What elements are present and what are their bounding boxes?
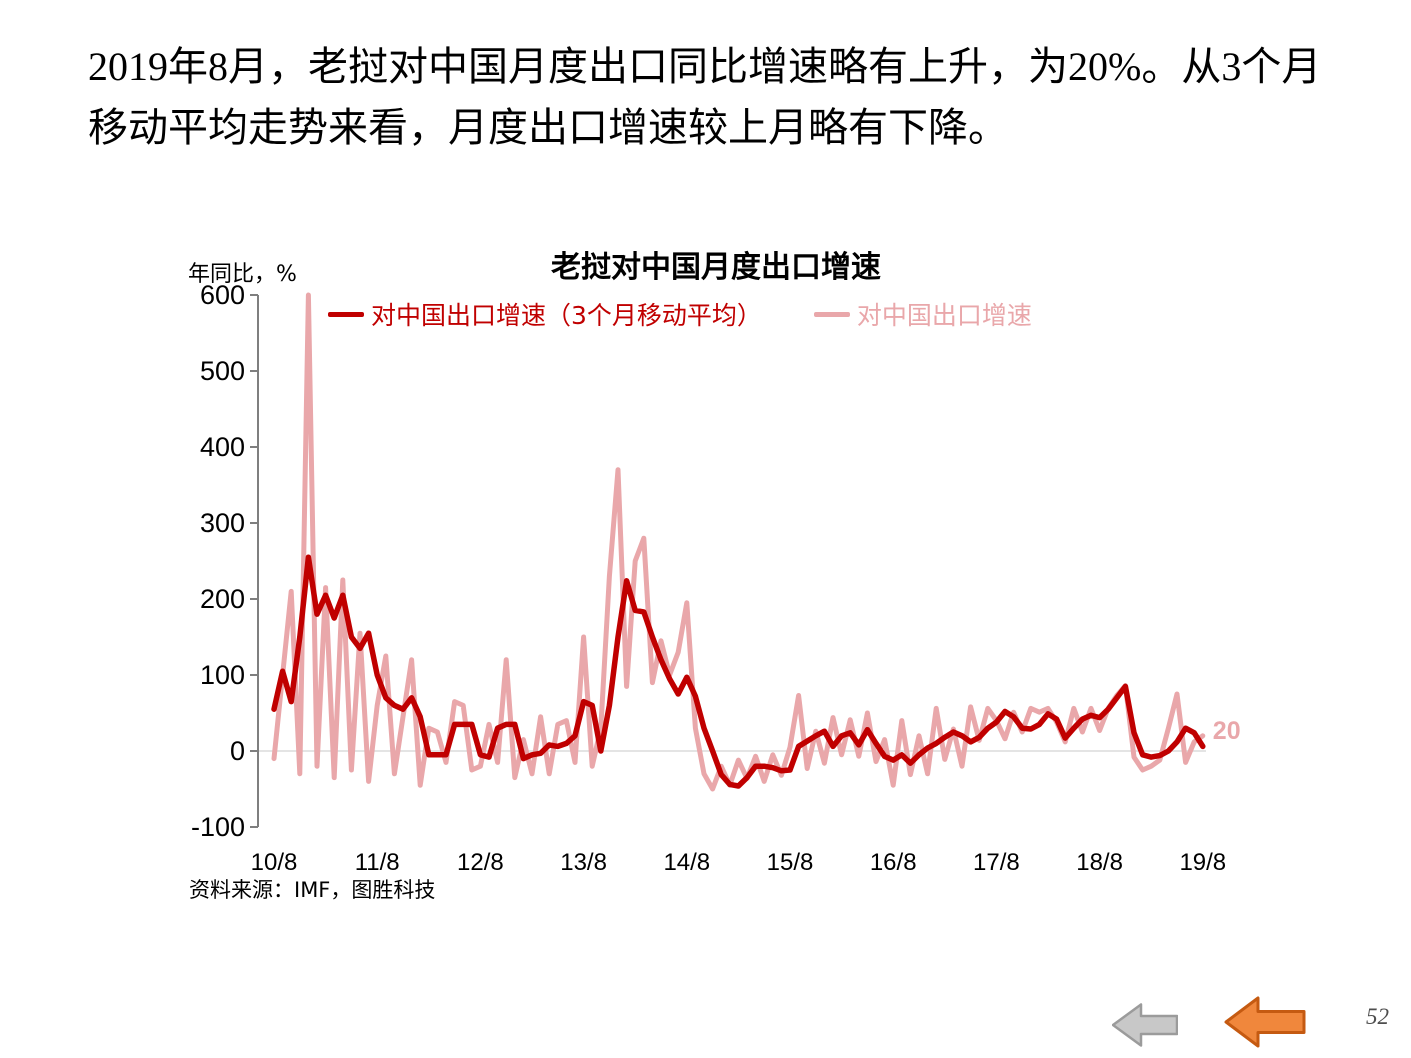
x-tick-label: 15/8	[767, 849, 814, 876]
x-tick-label: 19/8	[1179, 849, 1226, 876]
headline: 2019年8月，老挝对中国月度出口同比增速略有上升，为20%。从3个月 移动平均…	[88, 36, 1348, 158]
y-tick-label: 400	[200, 432, 245, 462]
headline-line-1: 2019年8月，老挝对中国月度出口同比增速略有上升，为20%。从3个月	[88, 44, 1322, 89]
chart-legend: 对中国出口增速（3个月移动平均） 对中国出口增速	[328, 296, 1032, 332]
export-growth-chart: 老挝对中国月度出口增速 年同比，% 对中国出口增速（3个月移动平均） 对中国出口…	[186, 240, 1276, 920]
ma-line	[271, 554, 1206, 789]
legend-label-monthly: 对中国出口增速	[856, 301, 1032, 330]
y-tick-label: 600	[200, 280, 245, 310]
chart-title: 老挝对中国月度出口增速	[551, 250, 881, 285]
headline-line-2: 移动平均走势来看，月度出口增速较上月略有下降。	[88, 105, 1008, 150]
x-tick-label: 11/8	[355, 849, 400, 876]
legend-swatch-ma	[328, 311, 364, 317]
y-tick-label: 200	[200, 584, 245, 614]
left-arrow-icon	[1112, 1003, 1178, 1047]
end-value-label: 20	[1213, 717, 1241, 745]
monthly-line	[271, 292, 1206, 792]
nav-back-button-gray[interactable]	[1112, 1003, 1178, 1047]
y-tick-label: 300	[200, 508, 245, 538]
source-note: 资料来源：IMF，图胜科技	[189, 878, 436, 902]
x-tick-label: 14/8	[663, 849, 710, 876]
y-tick-label: 100	[200, 660, 245, 690]
x-tick-label: 17/8	[973, 849, 1020, 876]
y-tick-label: 500	[200, 356, 245, 386]
y-axis-unit-label: 年同比，%	[188, 262, 297, 287]
y-tick-label: -100	[191, 812, 245, 842]
left-arrow-icon	[1224, 996, 1306, 1048]
y-tick-label: 0	[230, 736, 245, 766]
page-number: 52	[1366, 1004, 1389, 1029]
x-tick-label: 16/8	[870, 849, 917, 876]
x-tick-label: 13/8	[560, 849, 607, 876]
legend-item-ma: 对中国出口增速（3个月移动平均）	[328, 296, 762, 332]
x-tick-label: 18/8	[1076, 849, 1123, 876]
legend-item-monthly: 对中国出口增速	[813, 296, 1032, 332]
x-tick-label: 12/8	[457, 849, 504, 876]
nav-back-button-orange[interactable]	[1224, 996, 1306, 1048]
x-tick-label: 10/8	[251, 849, 298, 876]
legend-swatch-monthly	[813, 311, 850, 317]
legend-label-ma: 对中国出口增速（3个月移动平均）	[371, 301, 762, 330]
